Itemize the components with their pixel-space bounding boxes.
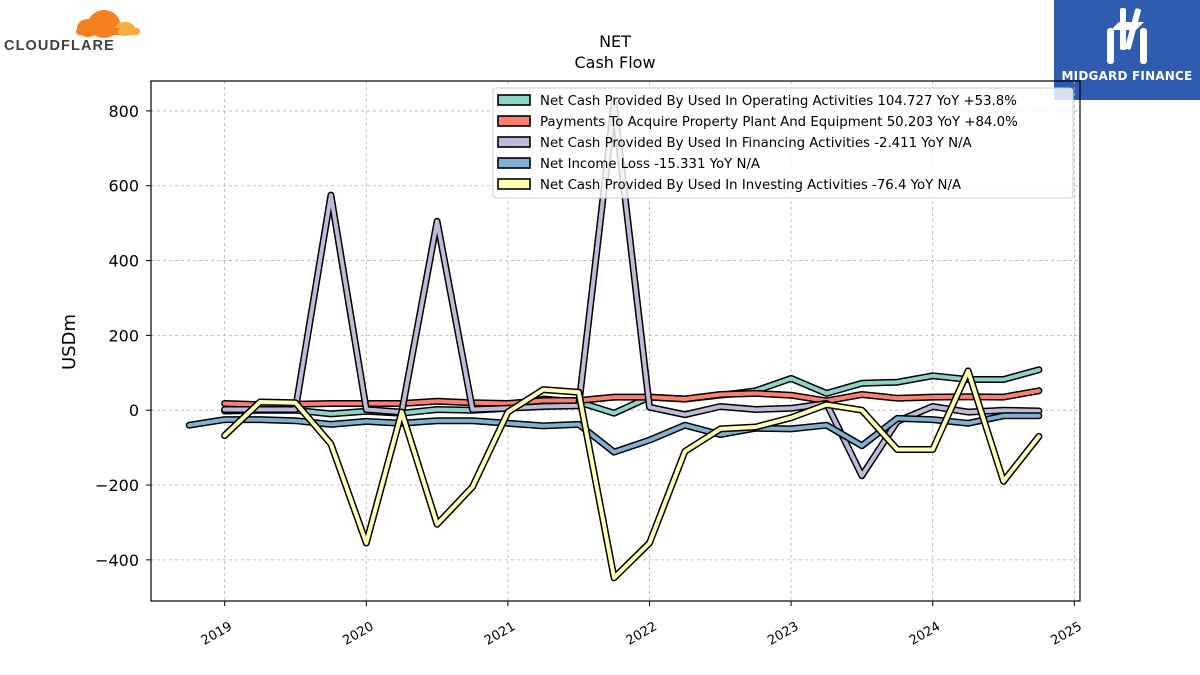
- x-tick-label: 2021: [482, 619, 518, 649]
- legend-swatch: [497, 157, 531, 169]
- series-line: [222, 368, 1041, 580]
- y-tick-label: −400: [95, 551, 139, 570]
- x-tick-label: 2022: [624, 619, 660, 649]
- legend-swatch: [497, 136, 531, 148]
- series-line: [187, 413, 1041, 455]
- legend-entry: Net Income Loss -15.331 YoY N/A: [540, 157, 760, 172]
- midgard-finance-logo: MIDGARD FINANCE: [1054, 0, 1200, 100]
- chart-subtitle: Cash Flow: [574, 53, 655, 72]
- x-tick-label: 2020: [340, 619, 376, 649]
- y-axis-label: USDm: [59, 314, 80, 370]
- legend-entry: Net Cash Provided By Used In Investing A…: [540, 178, 961, 193]
- legend-entry: Net Cash Provided By Used In Financing A…: [540, 136, 972, 151]
- series-0: [221, 366, 1043, 418]
- cloudflare-wordmark: CLOUDFLARE: [4, 38, 115, 54]
- y-tick-label: 600: [108, 177, 139, 196]
- series-line: [222, 367, 1041, 416]
- series-3: [185, 412, 1043, 456]
- y-tick-label: −200: [95, 476, 139, 495]
- x-tick-label: 2019: [199, 619, 235, 649]
- legend-entry: Net Cash Provided By Used In Operating A…: [540, 94, 1017, 109]
- y-tick-label: 0: [129, 401, 139, 420]
- legend-box: [492, 87, 1074, 199]
- cloudflare-logo: CLOUDFLARE: [0, 0, 150, 60]
- y-axis-ticks: 800 600 400 200 0 −200 −400: [95, 102, 151, 570]
- chart-title: NET: [599, 32, 631, 51]
- legend-swatch: [497, 94, 531, 106]
- y-tick-label: 800: [108, 102, 139, 121]
- series-lines: [185, 99, 1043, 582]
- midgard-wordmark: MIDGARD FINANCE: [1061, 69, 1193, 83]
- series-line: [222, 388, 1041, 407]
- legend-swatch: [497, 178, 531, 190]
- y-tick-label: 400: [108, 252, 139, 271]
- x-axis-ticks: 2019 2020 2021 2022 2023 2024 2025: [199, 601, 1085, 649]
- x-tick-label: 2024: [907, 619, 943, 649]
- cloud-icon: [76, 10, 140, 38]
- series-4: [221, 367, 1043, 582]
- x-tick-label: 2025: [1049, 619, 1085, 649]
- legend-swatch: [497, 115, 531, 127]
- legend-entry: Payments To Acquire Property Plant And E…: [540, 115, 1018, 130]
- y-tick-label: 200: [108, 326, 139, 345]
- x-tick-label: 2023: [765, 619, 801, 649]
- plot-frame: [150, 80, 1081, 602]
- midgard-emblem-icon: [1107, 8, 1147, 64]
- series-1: [221, 387, 1043, 409]
- legend: Net Cash Provided By Used In Operating A…: [492, 87, 1074, 199]
